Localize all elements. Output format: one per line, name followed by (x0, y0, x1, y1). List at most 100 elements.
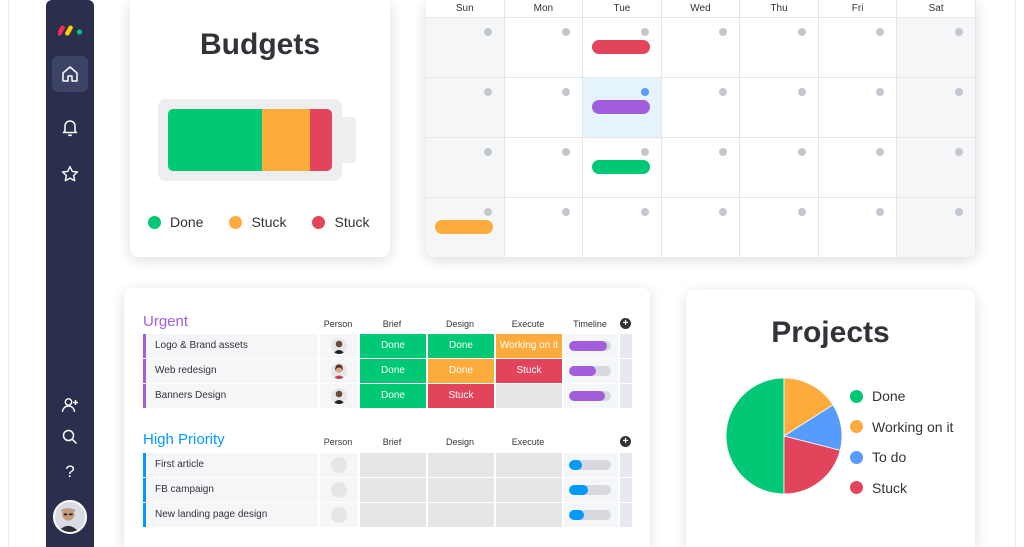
calendar-day-cell[interactable] (662, 18, 741, 77)
person-cell[interactable] (320, 334, 358, 358)
item-name[interactable]: Web redesign (143, 359, 318, 383)
status-execute[interactable] (496, 503, 562, 527)
status-execute[interactable] (496, 384, 562, 408)
day-indicator-dot (719, 208, 728, 216)
calendar-day-cell[interactable] (505, 78, 584, 137)
status-design[interactable] (428, 503, 494, 527)
legend-dot (312, 215, 326, 229)
status-design[interactable]: Done (428, 334, 494, 358)
calendar-day-cell[interactable] (897, 198, 976, 257)
table-row[interactable]: FB campaign (143, 478, 632, 502)
calendar-day-cell[interactable] (819, 138, 898, 197)
calendar-day-cell[interactable] (819, 78, 898, 137)
timeline-cell[interactable] (564, 334, 618, 358)
calendar-event-pill[interactable] (435, 220, 493, 234)
status-execute[interactable]: Stuck (496, 359, 562, 383)
person-cell[interactable] (320, 359, 358, 383)
status-execute[interactable] (496, 478, 562, 502)
calendar-day-cell[interactable] (583, 138, 662, 197)
calendar-day-cell[interactable] (662, 78, 741, 137)
status-design[interactable]: Done (428, 359, 494, 383)
sidebar-item-favorites[interactable] (52, 156, 88, 192)
calendar-day-cell[interactable] (426, 138, 505, 197)
table-row[interactable]: First article (143, 453, 632, 477)
sidebar-item-notifications[interactable] (52, 109, 88, 145)
timeline-cell[interactable] (564, 384, 618, 408)
item-name[interactable]: New landing page design (143, 503, 318, 527)
frame-right-line (1015, 0, 1016, 547)
item-name[interactable]: FB campaign (143, 478, 318, 502)
timeline-cell[interactable] (564, 453, 618, 477)
table-row[interactable]: Logo & Brand assets Done Done Working on… (143, 334, 632, 358)
table-row[interactable]: New landing page design (143, 503, 632, 527)
status-brief[interactable]: Done (360, 359, 426, 383)
calendar-day-cell[interactable] (740, 78, 819, 137)
calendar-day-cell[interactable] (740, 18, 819, 77)
person-cell[interactable] (320, 503, 358, 527)
calendar-day-cell[interactable] (819, 18, 898, 77)
calendar-day-cell[interactable] (897, 138, 976, 197)
calendar-day-cell[interactable] (583, 18, 662, 77)
sidebar-item-invite[interactable] (52, 387, 88, 423)
item-name[interactable]: First article (143, 453, 318, 477)
group-title-high-priority[interactable]: High Priority (143, 431, 225, 448)
sidebar-item-home[interactable] (52, 56, 88, 92)
calendar-week-row (426, 78, 976, 138)
timeline-cell[interactable] (564, 359, 618, 383)
calendar-day-cell[interactable] (426, 78, 505, 137)
status-design[interactable]: Stuck (428, 384, 494, 408)
sidebar-item-search[interactable] (52, 419, 88, 455)
day-indicator-dot (954, 88, 963, 96)
status-brief[interactable]: Done (360, 334, 426, 358)
calendar-day-cell[interactable] (897, 78, 976, 137)
item-name[interactable]: Banners Design (143, 384, 318, 408)
status-brief[interactable] (360, 503, 426, 527)
group-title-urgent[interactable]: Urgent (143, 313, 189, 330)
status-design[interactable] (428, 478, 494, 502)
person-cell[interactable] (320, 384, 358, 408)
calendar-day-cell[interactable] (897, 18, 976, 77)
status-brief[interactable]: Done (360, 384, 426, 408)
calendar-day-cell[interactable] (583, 78, 662, 137)
status-brief[interactable] (360, 453, 426, 477)
status-design[interactable] (428, 453, 494, 477)
calendar-day-cell[interactable] (426, 18, 505, 77)
calendar-day-cell[interactable] (740, 198, 819, 257)
sidebar-item-help[interactable]: ? (52, 454, 88, 490)
add-column-button[interactable]: + (620, 318, 631, 329)
empty-person-icon (331, 482, 347, 498)
calendar-day-cell[interactable] (662, 198, 741, 257)
calendar-event-pill[interactable] (592, 100, 651, 114)
table-row[interactable]: Banners Design Done Stuck (143, 384, 632, 408)
avatar[interactable] (53, 500, 87, 534)
timeline-cell[interactable] (564, 503, 618, 527)
calendar-event-pill[interactable] (592, 160, 651, 174)
table-row[interactable]: Web redesign Done Done Stuck (143, 359, 632, 383)
add-column-button[interactable]: + (620, 436, 631, 447)
item-name[interactable]: Logo & Brand assets (143, 334, 318, 358)
status-execute[interactable] (496, 453, 562, 477)
calendar-day-cell[interactable] (505, 18, 584, 77)
calendar-day-cell[interactable] (740, 138, 819, 197)
status-brief[interactable] (360, 478, 426, 502)
person-cell[interactable] (320, 478, 358, 502)
calendar-day-cell[interactable] (662, 138, 741, 197)
empty-person-icon (331, 457, 347, 473)
legend-label: Stuck (334, 214, 370, 230)
frame-left-line (8, 0, 9, 547)
legend-item-stuck: Stuck (850, 480, 953, 496)
day-header-fri: Fri (819, 0, 898, 17)
calendar-day-cell[interactable] (505, 138, 584, 197)
calendar-day-cell[interactable] (505, 198, 584, 257)
calendar-day-cell[interactable] (583, 198, 662, 257)
calendar-event-pill[interactable] (592, 40, 651, 54)
person-cell[interactable] (320, 453, 358, 477)
calendar-day-cell[interactable] (426, 198, 505, 257)
calendar-day-cell[interactable] (819, 198, 898, 257)
day-header-sat: Sat (897, 0, 976, 17)
day-indicator-dot (562, 88, 571, 96)
day-indicator-dot (797, 28, 806, 36)
timeline-cell[interactable] (564, 478, 618, 502)
status-execute[interactable]: Working on it (496, 334, 562, 358)
legend-item-done: Done (850, 388, 953, 404)
